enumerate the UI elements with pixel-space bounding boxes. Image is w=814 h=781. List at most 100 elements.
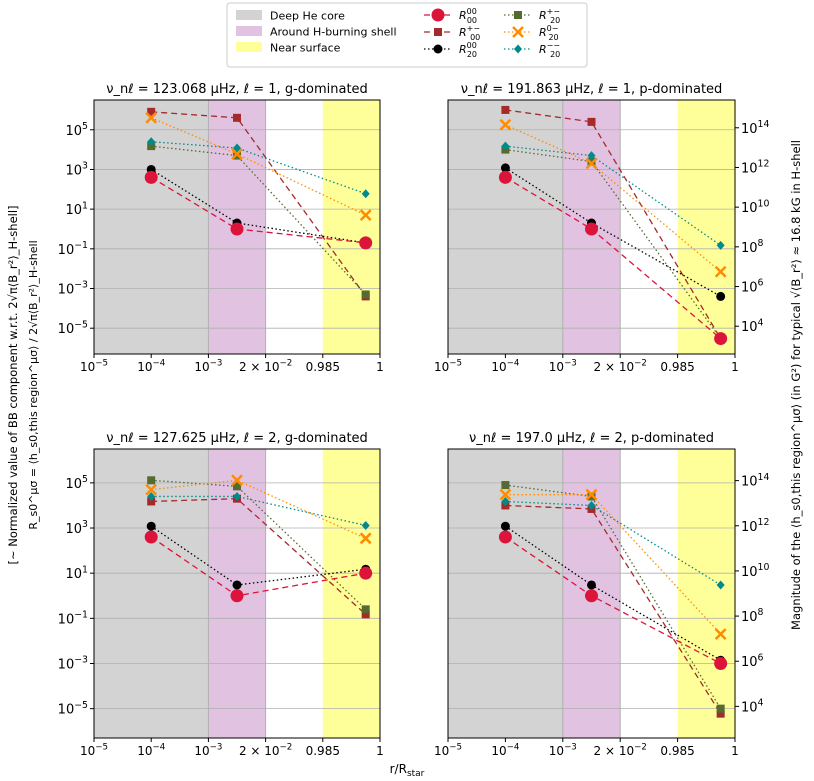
y-tick-label: 105 — [66, 121, 89, 139]
y-tick-label: 10−1 — [58, 609, 88, 627]
data-point-R20_0m-1 — [585, 488, 598, 501]
y-tick-label: 101 — [66, 564, 89, 582]
legend-swatch-region-0 — [236, 10, 262, 20]
series-line-R20_pm — [151, 479, 367, 610]
data-point-R20_pm-1 — [587, 157, 596, 166]
right-y-tick-label: 1014 — [741, 472, 769, 490]
series-line-R20_pm — [505, 148, 722, 339]
series-line-R20_mm — [151, 495, 366, 527]
data-point-R20_00-0 — [500, 521, 510, 531]
x-tick-label: 10−5 — [434, 359, 462, 374]
panel-title: ν_nℓ = 197.0 μHz, ℓ = 2, p-dominated — [469, 431, 714, 446]
region-0 — [448, 100, 563, 354]
data-point-R00_00-1 — [230, 222, 244, 236]
data-point-R00_00-0 — [498, 170, 512, 184]
right-y-label: Magnitude of the ⟨h_s0,this region^μσ⟩ (… — [789, 140, 803, 630]
data-point-R00_pm-2 — [716, 709, 725, 718]
data-point-R00_pm-2 — [361, 610, 370, 619]
legend-label-region-1: Around H-burning shell — [270, 26, 397, 39]
legend-label-R00_pm: R+− 00 — [459, 24, 480, 42]
data-point-R20_pm-2 — [361, 605, 370, 614]
data-point-R20_00-1 — [587, 580, 596, 590]
x-tick-label: 0.985 — [306, 744, 340, 758]
y-tick-label: 10−1 — [58, 240, 88, 258]
y-tick-label: 10−3 — [58, 280, 88, 298]
right-y-tick-label: 1010 — [741, 198, 769, 216]
right-y-tick-label: 108 — [741, 238, 764, 256]
x-tick-label: 10−4 — [491, 743, 519, 758]
legend-marker-R20_00 — [433, 44, 443, 54]
data-point-R20_00-0 — [146, 521, 156, 531]
axes-frame — [93, 448, 381, 739]
data-point-R20_0m-0 — [145, 111, 158, 124]
x-tick-label: 10−4 — [491, 359, 519, 374]
data-point-R00_00-0 — [498, 530, 512, 544]
legend-frame — [226, 2, 588, 68]
series-line-R20_mm — [505, 145, 722, 246]
data-point-R20_mm-2 — [361, 520, 370, 530]
data-point-R20_mm-2 — [716, 580, 725, 590]
x-tick-label: 2 × 10−2 — [594, 743, 647, 758]
data-point-R00_pm-1 — [587, 117, 596, 126]
data-point-R20_0m-0 — [499, 488, 512, 501]
data-point-R20_pm-0 — [147, 476, 156, 485]
x-tick-label: 1 — [376, 360, 384, 374]
legend-label-R20_0m: R0− 20 — [539, 24, 559, 42]
x-tick-label: 10−3 — [549, 359, 577, 374]
panel-top-left: ν_nℓ = 123.068 μHz, ℓ = 1, g-dominated10… — [58, 82, 384, 374]
legend-swatch-region-1 — [236, 26, 262, 36]
y-tick-label: 10−3 — [58, 655, 88, 673]
data-point-R20_0m-1 — [585, 157, 598, 170]
legend-label-R20_00: R00 20 — [459, 41, 477, 59]
panel-bottom-right: ν_nℓ = 197.0 μHz, ℓ = 2, p-dominated 10−5… — [434, 431, 769, 758]
x-tick-label: 10−5 — [434, 743, 462, 758]
data-point-R00_00-1 — [230, 589, 244, 603]
legend-label-R20_mm: R−− 20 — [539, 41, 560, 59]
data-point-R00_00-2 — [714, 332, 728, 346]
data-point-R00_00-1 — [585, 589, 598, 603]
data-point-R20_pm-2 — [716, 704, 725, 713]
series-line-R00_pm — [505, 109, 722, 339]
x-tick-label: 10−3 — [549, 743, 577, 758]
region-2 — [322, 449, 380, 738]
data-point-R00_00-0 — [144, 170, 158, 184]
region-2 — [677, 100, 735, 354]
data-point-R20_0m-1 — [231, 148, 243, 160]
series-line-R20_00 — [505, 167, 721, 297]
data-point-R20_0m-2 — [359, 532, 372, 545]
right-y-tick-label: 1014 — [741, 119, 769, 137]
data-point-R20_pm-1 — [587, 492, 596, 501]
data-point-R00_pm-1 — [233, 113, 241, 122]
data-point-R20_mm-1 — [587, 151, 596, 161]
series-line-R20_mm — [505, 500, 721, 586]
data-point-R00_00-1 — [585, 222, 598, 236]
data-point-R20_mm-0 — [501, 141, 510, 151]
series-line-R20_0m — [151, 479, 366, 539]
data-point-R00_00-2 — [359, 566, 373, 580]
data-point-R00_00-0 — [144, 530, 158, 544]
y-tick-label: 103 — [66, 519, 89, 537]
right-y-tick-label: 106 — [741, 652, 764, 670]
axes-frame — [447, 448, 736, 739]
data-point-R20_0m-0 — [499, 118, 512, 131]
legend: Deep He core Around H-burning shell Near s… — [226, 2, 588, 68]
data-point-R20_00-0 — [500, 163, 510, 173]
x-tick-label: 10−5 — [80, 359, 108, 374]
data-point-R20_0m-0 — [145, 483, 158, 496]
data-point-R20_00-2 — [716, 291, 726, 301]
x-axis-label: r/Rstar — [390, 762, 425, 779]
data-point-R20_pm-2 — [361, 290, 370, 299]
x-tick-label: 1 — [731, 360, 739, 374]
panel-title: ν_nℓ = 191.863 μHz, ℓ = 1, p-dominated — [461, 82, 723, 97]
legend-marker-R20_pm — [514, 11, 522, 19]
legend-swatch-region-2 — [236, 42, 262, 52]
data-point-R00_pm-0 — [501, 105, 510, 114]
y-tick-label: 10−5 — [58, 700, 88, 718]
right-y-tick-label: 104 — [741, 698, 764, 716]
region-2 — [322, 100, 380, 354]
data-point-R20_mm-1 — [233, 491, 241, 501]
right-y-tick-label: 1012 — [741, 517, 769, 535]
legend-marker-R00_pm — [434, 28, 442, 36]
x-tick-label: 10−5 — [80, 743, 108, 758]
